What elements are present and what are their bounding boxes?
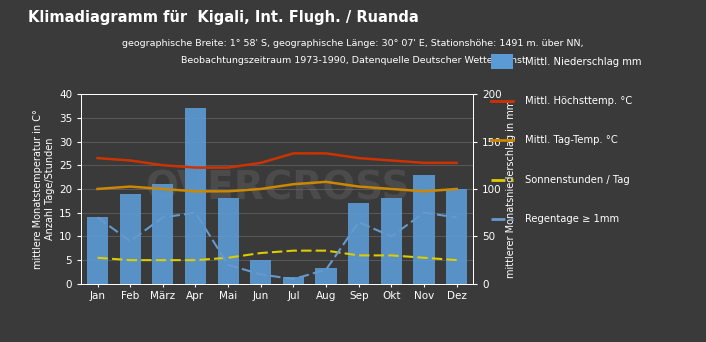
Y-axis label: mittlerer Monatsniederschlag in mm: mittlerer Monatsniederschlag in mm <box>506 100 516 278</box>
Text: Klimadiagramm für  Kigali, Int. Flugh. / Ruanda: Klimadiagramm für Kigali, Int. Flugh. / … <box>28 10 419 25</box>
Bar <box>381 198 402 284</box>
Bar <box>283 277 304 284</box>
Text: Regentage ≥ 1mm: Regentage ≥ 1mm <box>525 214 618 224</box>
Text: Mittl. Höchsttemp. °C: Mittl. Höchsttemp. °C <box>525 96 632 106</box>
Bar <box>348 203 369 284</box>
Bar <box>119 194 140 284</box>
Text: Mittl. Niederschlag mm: Mittl. Niederschlag mm <box>525 56 641 67</box>
Text: Mittl. Tag-Temp. °C: Mittl. Tag-Temp. °C <box>525 135 617 145</box>
Bar <box>414 175 435 284</box>
Bar <box>185 108 206 284</box>
Bar <box>446 189 467 284</box>
Bar <box>152 184 174 284</box>
Text: Beobachtungszeitraum 1973-1990, Datenquelle Deutscher Wetterdienst: Beobachtungszeitraum 1973-1990, Datenque… <box>181 56 525 65</box>
Text: OVERCROSS: OVERCROSS <box>145 170 409 208</box>
Y-axis label: mittlere Monatstemperatur in C°
Anzahl Tage/Stunden: mittlere Monatstemperatur in C° Anzahl T… <box>33 109 55 269</box>
Text: Sonnenstunden / Tag: Sonnenstunden / Tag <box>525 174 629 185</box>
Bar <box>316 268 337 284</box>
Bar <box>87 218 108 284</box>
Bar <box>250 260 271 284</box>
Bar <box>217 198 239 284</box>
Text: geographische Breite: 1° 58' S, geographische Länge: 30° 07' E, Stationshöhe: 14: geographische Breite: 1° 58' S, geograph… <box>122 39 584 48</box>
